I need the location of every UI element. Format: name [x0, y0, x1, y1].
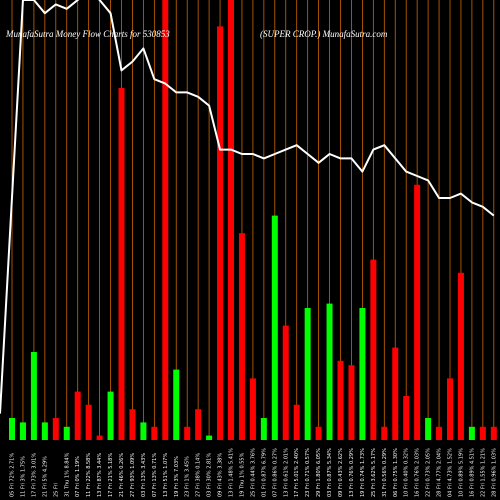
x-tick-label: 09 Fri 0.43% 2.62%	[338, 448, 344, 497]
x-tick-label: 29 Fri 1.80% 6.05%	[316, 448, 322, 497]
x-tick-label: 13 Fri 87% 3.44%	[97, 453, 103, 497]
bar	[403, 396, 410, 440]
bar	[282, 325, 289, 440]
x-tick-label: 10 Fri 0.40% 0.32%	[404, 448, 410, 497]
bar	[392, 347, 399, 440]
x-tick-labels: 05 Fri 72% 2.71% 11 Fri 3% 1.75% 17 Fri 73…	[10, 448, 498, 497]
x-tick-label: 03 Fri 30% 2.81%	[207, 453, 213, 497]
x-tick-label: 13 Fri 0.61% 2.01%	[283, 448, 289, 497]
bar	[447, 378, 453, 440]
bar	[140, 422, 147, 440]
bar	[337, 360, 344, 440]
bar	[436, 426, 443, 440]
bar	[52, 418, 59, 440]
bar	[490, 426, 497, 440]
x-tick-label: 27 Fri 93% 1.09%	[130, 453, 136, 497]
x-tick-label: 25 Fri 0.44% 3.76%	[250, 448, 256, 497]
x-tick-label: 17 Fri 73% 3.01%	[31, 453, 37, 497]
x-tick-label: 23 Fri 0.71% 0.57%	[305, 448, 311, 497]
x-tick-label: 04 Fri 4.73% 1.52%	[448, 448, 454, 497]
x-tick-label: 28 Fri 4.77% 2.04%	[437, 448, 443, 497]
bar	[249, 378, 256, 440]
bar	[195, 409, 202, 440]
bar	[151, 426, 158, 440]
x-tick-label: 13 Fri 51% 1.07%	[163, 453, 169, 497]
x-tick-label: 11 Fri 22% 8.58%	[86, 453, 92, 497]
x-tick-label: 27 Fri 38% 0.14%	[196, 453, 202, 497]
x-tick-label: 01 Fri 0.87% 6.79%	[261, 448, 267, 497]
x-tick-label: 09 Fri 43% 3.38%	[218, 453, 224, 497]
x-tick-label: 13 Fri 0.76% 0.29%	[349, 448, 355, 497]
bar	[326, 303, 333, 440]
bar	[184, 426, 191, 440]
bar	[96, 435, 103, 440]
x-tick-label: 07 Fri 13% 0.71%	[152, 453, 158, 497]
bar	[260, 418, 267, 440]
bar	[348, 365, 355, 440]
bar	[9, 418, 15, 440]
x-tick-label: 03 Fri 0.87% 5.34%	[327, 448, 333, 497]
x-tick-label: 31 Fri 0.56% 0.29%	[382, 448, 388, 497]
x-tick-label: 06 Fri 0.75% 1.30%	[393, 448, 399, 497]
x-tick-label: 13 Fri 1.48% 5.41%	[229, 448, 235, 497]
x-tick-label: 16 Fri 0.76% 2.03%	[415, 448, 421, 497]
x-tick-label: 07 Fri 0.86% 0.27%	[272, 448, 278, 497]
bar	[304, 308, 311, 440]
bar	[479, 426, 486, 440]
bar	[129, 409, 136, 440]
bar	[425, 418, 432, 440]
bar	[206, 435, 213, 440]
bar	[19, 422, 26, 440]
x-tick-label: 10 Fri 0.89% 5.19%	[458, 448, 464, 497]
bar	[107, 391, 114, 440]
x-tick-label: 22 Fri 0.73% 2.05%	[426, 448, 432, 497]
bar	[217, 26, 224, 441]
bar	[85, 404, 92, 440]
chart-title-left: MunafaSutra Money Flow Charts for 530853	[5, 29, 170, 39]
x-tick-label: 05 Fri 72% 2.71%	[10, 453, 16, 497]
x-tick-label: 25 Fri	[53, 483, 59, 497]
bar	[468, 426, 475, 440]
bar	[370, 259, 377, 440]
bar	[271, 215, 278, 440]
x-tick-label: 31 Thu 1% 8.84%	[64, 452, 70, 497]
bar	[63, 426, 70, 440]
bar	[315, 426, 322, 440]
bar	[238, 233, 245, 440]
x-tick-label: 19 Fri 3% 7.03%	[174, 456, 180, 497]
x-tick-label: 17 Fri 21% 5.18%	[108, 453, 114, 497]
price-line	[0, 0, 495, 414]
bar	[381, 426, 388, 440]
x-tick-label: 22 Fri 1.55% 1.21%	[480, 448, 486, 497]
bar	[74, 391, 81, 440]
x-tick-label: 23 Fri 1% 3.45%	[185, 456, 191, 497]
x-tick-label: 03 Fri 13% 3.43%	[141, 453, 147, 497]
bar	[173, 369, 180, 440]
bar	[162, 0, 169, 440]
bar	[359, 308, 366, 440]
money-flow-bars	[9, 0, 497, 441]
bar	[30, 352, 37, 440]
x-tick-label: 21 Fri 5% 4.29%	[42, 456, 48, 497]
bar	[228, 0, 234, 440]
bar	[293, 404, 300, 440]
x-tick-label: 25 Fri 3.62% 5.17%	[371, 448, 377, 497]
x-tick-label: 17 Fri 5.01% 2.40%	[294, 448, 300, 497]
bar	[414, 184, 421, 440]
bar	[457, 272, 464, 440]
x-tick-label: 11 Fri 3% 1.75%	[20, 456, 26, 497]
bar	[118, 88, 125, 440]
x-tick-label: 16 Fri 0.89% 4.51%	[469, 448, 475, 497]
x-tick-label: 19 Fri 0.74% 1.73%	[360, 448, 366, 497]
x-tick-label: 28 Fri 0.96% 1.03%	[491, 448, 497, 497]
x-tick-label: 19 Thu 1% 0.55%	[239, 452, 245, 497]
chart-title-right: (SUPER CROP.) MunafaSutra.com	[260, 29, 388, 39]
bar	[41, 422, 48, 440]
x-tick-label: 21 Fri 46% 0.26%	[119, 453, 125, 497]
x-tick-label: 07 Fri 0% 1.19%	[75, 456, 81, 497]
